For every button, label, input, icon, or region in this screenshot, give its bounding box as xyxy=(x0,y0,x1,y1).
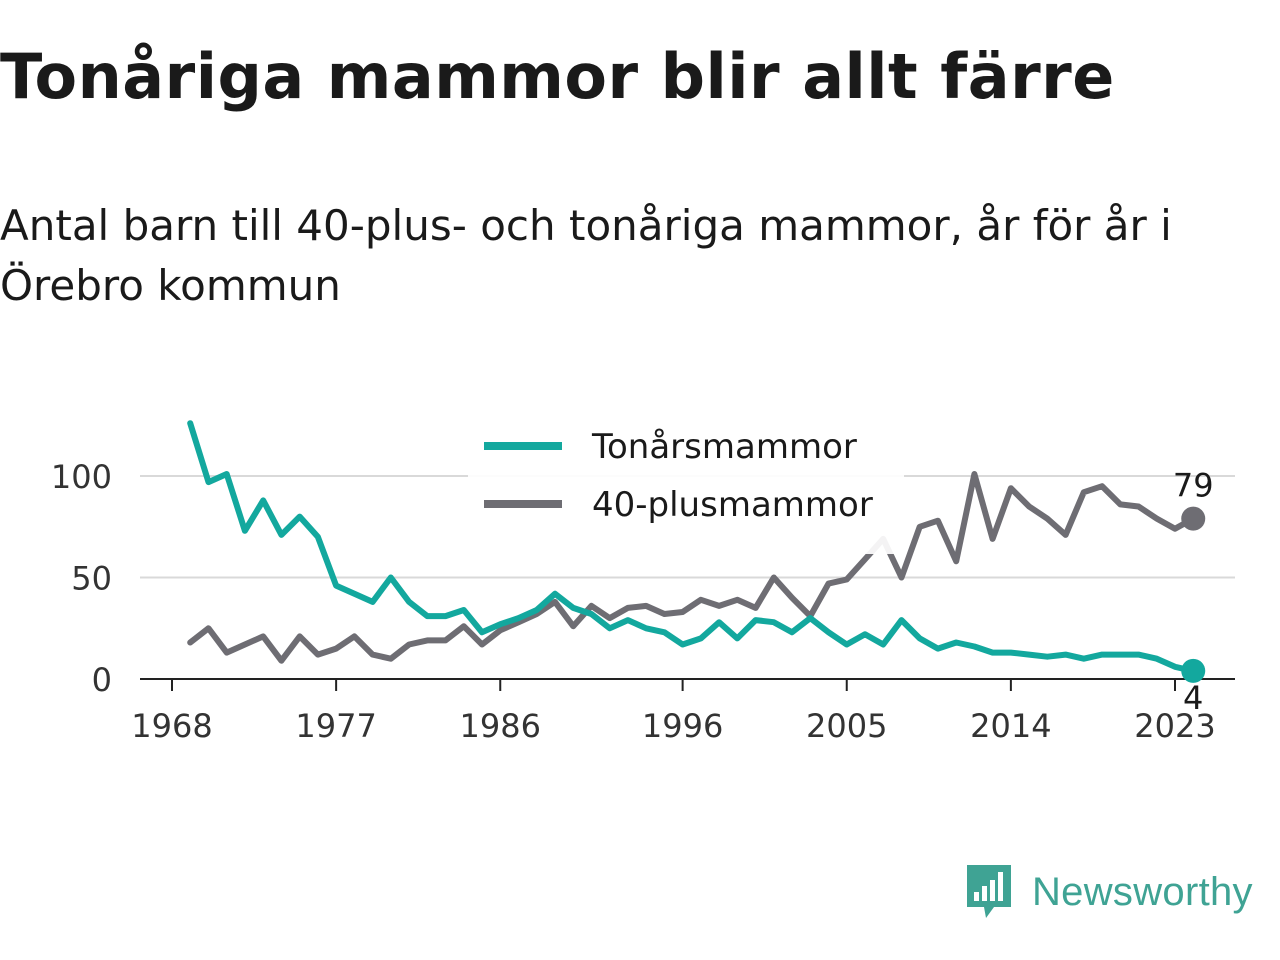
y-tick-label-100: 100 xyxy=(51,458,112,496)
x-tick-label-2005: 2005 xyxy=(806,707,887,745)
end-value-label-1: 79 xyxy=(1173,467,1214,505)
end-value-label-0: 4 xyxy=(1183,679,1203,717)
chart-subtitle: Antal barn till 40-plus- och tonåriga ma… xyxy=(0,201,1172,310)
end-point-0 xyxy=(1181,658,1206,683)
series-line-0 xyxy=(187,420,1197,674)
newsworthy-logo-text: Newsworthy xyxy=(1032,869,1253,914)
y-tick-label-0: 0 xyxy=(92,661,112,699)
x-tick-label-1977: 1977 xyxy=(295,707,376,745)
newsworthy-chart-bubble-icon xyxy=(967,865,1011,918)
legend-label-1: 40-plusmammor xyxy=(592,485,873,525)
y-tick-label-50: 50 xyxy=(71,560,112,598)
x-tick-label-1986: 1986 xyxy=(460,707,541,745)
legend-label-0: Tonårsmammor xyxy=(591,427,857,467)
x-tick-label-1968: 1968 xyxy=(131,707,212,745)
chart-title: Tonåriga mammor blir allt färre xyxy=(0,40,1115,113)
x-tick-label-1996: 1996 xyxy=(642,707,723,745)
x-tick-label-2023: 2023 xyxy=(1134,707,1215,745)
end-point-1 xyxy=(1181,506,1206,531)
x-tick-label-2014: 2014 xyxy=(970,707,1051,745)
series-line-1 xyxy=(187,471,1197,664)
line-chart: 0 50 100 1968 1977 1986 1996 2005 2014 2023 Tonårs… xyxy=(51,420,1235,745)
newsworthy-logo: Newsworthy xyxy=(964,862,1253,922)
